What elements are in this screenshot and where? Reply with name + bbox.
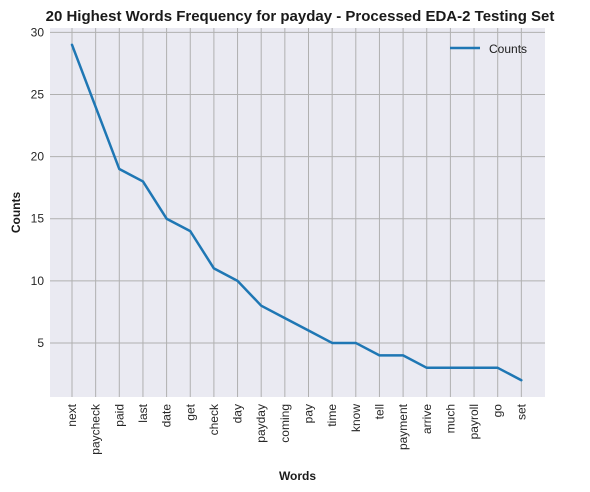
x-tick-label: payroll: [467, 404, 481, 439]
x-tick-label: set: [514, 403, 528, 420]
y-tick-label: 25: [31, 87, 45, 101]
x-tick-label: tell: [372, 404, 386, 419]
plot-area: [50, 28, 545, 397]
legend-label-counts: Counts: [489, 42, 527, 56]
y-tick-label: 30: [31, 25, 45, 39]
x-tick-label: arrive: [420, 404, 434, 434]
y-tick-label: 15: [31, 212, 45, 226]
legend: Counts: [450, 42, 527, 56]
x-tick-label: coming: [278, 404, 292, 443]
x-tick-label: date: [160, 404, 174, 428]
y-axis-label: Counts: [9, 192, 23, 234]
x-tick-label: check: [207, 403, 221, 435]
y-tick-label: 5: [37, 336, 44, 350]
x-tick-labels: next paycheck paid last date get check day payda…: [65, 403, 528, 455]
x-tick-label: last: [136, 403, 150, 422]
x-tick-label: pay: [302, 404, 316, 423]
x-axis-label: Words: [279, 469, 316, 483]
chart-title: 20 Highest Words Frequency for payday - …: [45, 8, 555, 25]
x-tick-label: much: [443, 404, 457, 433]
grid-lines: [50, 28, 545, 397]
x-tick-label: paid: [112, 404, 126, 427]
x-tick-label: payday: [254, 404, 268, 443]
x-tick-label: payment: [396, 403, 410, 450]
x-tick-label: know: [349, 404, 363, 432]
series-layer: [70, 43, 523, 382]
x-tick-label: time: [325, 404, 339, 427]
x-tick-label: get: [183, 403, 197, 420]
x-tick-label: go: [491, 404, 505, 418]
x-tick-label: day: [231, 404, 245, 423]
y-tick-label: 20: [31, 150, 45, 164]
y-tick-label: 10: [31, 274, 45, 288]
x-tick-label: paycheck: [89, 403, 103, 455]
series-line-counts: [70, 43, 523, 382]
x-tick-label: next: [65, 403, 79, 426]
y-tick-labels: 5 10 15 20 25 30: [31, 25, 45, 350]
